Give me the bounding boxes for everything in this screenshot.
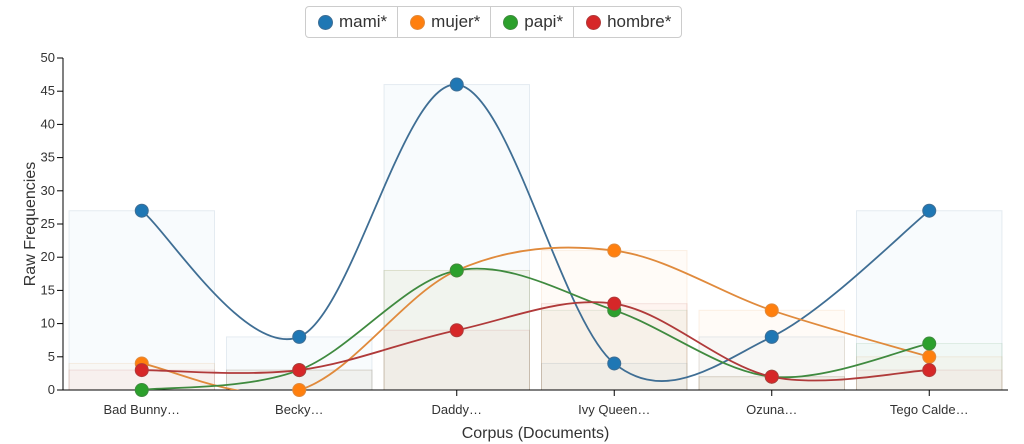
y-tick-label-7: 35 bbox=[41, 150, 55, 165]
legend-item-0[interactable]: mami* bbox=[306, 7, 399, 37]
legend-label: mami* bbox=[339, 12, 388, 31]
data-point-1-3[interactable] bbox=[607, 243, 622, 258]
y-tick-label-2: 10 bbox=[41, 316, 55, 331]
data-point-2-0[interactable] bbox=[134, 383, 149, 397]
data-point-1-4[interactable] bbox=[764, 303, 779, 318]
y-tick-label-4: 20 bbox=[41, 249, 55, 264]
x-tick-label-4: Ozuna… bbox=[746, 402, 797, 417]
x-tick-label-5: Tego Calde… bbox=[890, 402, 969, 417]
legend-marker-icon bbox=[410, 14, 426, 30]
legend-item-3[interactable]: hombre* bbox=[574, 7, 681, 37]
y-tick-label-1: 5 bbox=[48, 349, 55, 364]
legend-item-2[interactable]: papi* bbox=[491, 7, 575, 37]
series-line-2 bbox=[141, 267, 930, 390]
data-point-0-5[interactable] bbox=[922, 203, 937, 218]
data-point-0-4[interactable] bbox=[764, 329, 779, 344]
data-point-3-0[interactable] bbox=[134, 363, 149, 378]
legend-label: hombre* bbox=[607, 12, 672, 31]
data-point-2-5[interactable] bbox=[922, 336, 937, 351]
series-line-3 bbox=[141, 301, 930, 382]
legend-marker-icon bbox=[318, 14, 333, 30]
legend-label: papi* bbox=[524, 12, 564, 31]
y-tick-label-9: 45 bbox=[41, 83, 55, 98]
data-point-1-5[interactable] bbox=[922, 349, 937, 364]
data-point-0-1[interactable] bbox=[292, 329, 307, 344]
y-tick-label-10: 50 bbox=[41, 50, 55, 65]
y-axis-label: Raw Frequencies bbox=[22, 162, 39, 287]
legend-item-1[interactable]: mujer* bbox=[398, 7, 492, 37]
data-point-0-2[interactable] bbox=[449, 77, 464, 92]
data-point-0-3[interactable] bbox=[607, 356, 622, 371]
bar-3-2 bbox=[383, 329, 530, 391]
x-tick-label-3: Ivy Queen… bbox=[578, 402, 650, 417]
data-point-0-0[interactable] bbox=[134, 203, 149, 218]
legend-label: mujer* bbox=[431, 12, 481, 31]
chart-legend: mami* mujer* papi* hombre* bbox=[305, 6, 683, 38]
x-axis-label: Corpus (Documents) bbox=[462, 425, 610, 442]
x-tick-label-1: Becky… bbox=[275, 402, 323, 417]
data-point-3-1[interactable] bbox=[292, 363, 307, 378]
data-point-3-2[interactable] bbox=[449, 323, 464, 338]
y-tick-label-8: 40 bbox=[41, 116, 55, 131]
x-tick-label-0: Bad Bunny… bbox=[103, 402, 180, 417]
y-tick-label-6: 30 bbox=[41, 183, 55, 198]
data-point-1-1[interactable] bbox=[292, 383, 307, 397]
legend-marker-icon bbox=[503, 14, 519, 30]
data-point-3-5[interactable] bbox=[922, 363, 937, 378]
y-tick-label-0: 0 bbox=[48, 382, 55, 397]
y-tick-label-3: 15 bbox=[41, 282, 55, 297]
data-point-2-2[interactable] bbox=[449, 263, 464, 278]
legend-marker-icon bbox=[586, 14, 602, 30]
x-tick-label-2: Daddy… bbox=[431, 402, 482, 417]
y-tick-label-5: 25 bbox=[41, 216, 55, 231]
series-line-1 bbox=[141, 246, 930, 390]
data-point-3-4[interactable] bbox=[764, 369, 779, 384]
data-point-3-3[interactable] bbox=[607, 296, 622, 311]
